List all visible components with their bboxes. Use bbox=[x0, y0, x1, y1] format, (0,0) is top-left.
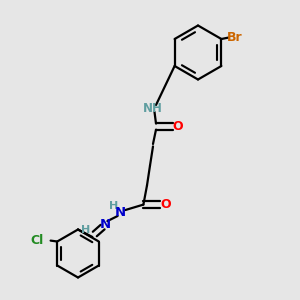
Text: O: O bbox=[172, 120, 183, 133]
Text: O: O bbox=[160, 198, 171, 211]
Text: N: N bbox=[114, 206, 126, 220]
Text: Cl: Cl bbox=[31, 234, 44, 247]
Text: NH: NH bbox=[143, 101, 163, 115]
Text: Br: Br bbox=[227, 31, 243, 44]
Text: H: H bbox=[109, 201, 118, 212]
Text: H: H bbox=[81, 225, 90, 236]
Text: N: N bbox=[99, 218, 111, 231]
